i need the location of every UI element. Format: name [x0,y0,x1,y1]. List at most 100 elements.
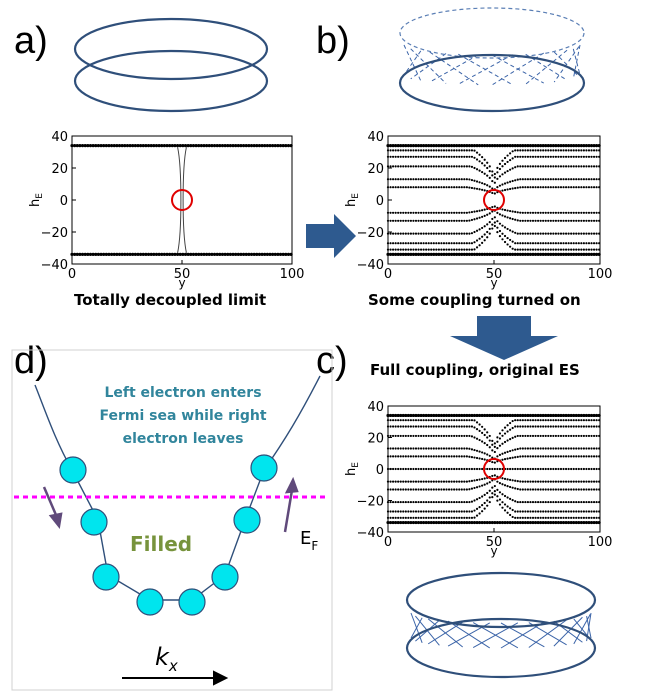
data-point [491,205,494,209]
data-point [432,434,435,438]
data-point [386,242,390,245]
data-point [570,211,573,214]
y-tick-label: 40 [367,400,384,415]
ring-full-coupling-icon [405,571,597,679]
data-point [501,493,504,496]
data-point [427,447,430,450]
data-point [419,155,423,158]
data-point [554,232,558,235]
data-point [483,214,486,217]
data-point [394,165,397,168]
y-axis-label: hE [28,193,45,207]
data-point [149,252,153,256]
data-point [144,252,148,256]
data-point [437,510,440,513]
data-point [94,144,98,148]
data-point [462,252,466,256]
data-point [465,510,468,513]
data-point [463,165,466,168]
data-point [511,217,514,221]
data-point [80,252,85,256]
data-point [559,155,563,158]
data-point [458,165,461,168]
data-point [572,434,575,438]
data-point [117,144,122,148]
data-point [595,252,599,256]
y-tick-label: 40 [367,130,384,145]
data-point [473,149,476,152]
data-point [564,242,568,245]
data-point [557,149,560,152]
data-point [488,500,491,504]
data-point [435,242,438,245]
data-point [570,419,573,422]
data-point [549,248,552,251]
data-point [481,451,484,454]
data-point [592,144,596,148]
data-point [590,447,593,450]
data-point [562,211,565,214]
data-point [567,434,570,438]
data-point [417,467,420,471]
data-point [481,431,484,434]
data-point [407,248,410,251]
data-point [523,252,527,256]
data-point [496,480,499,483]
data-point [425,219,428,222]
data-point [468,242,471,245]
data-point [289,144,293,148]
data-point [534,211,537,214]
data-point [406,252,410,256]
data-point [529,186,532,189]
data-point [577,155,580,158]
x-tick-label: 0 [384,535,392,550]
data-point [569,252,573,256]
data-point [567,186,570,189]
data-point [404,144,408,148]
data-point [559,252,563,256]
data-point [516,252,520,256]
data-point [458,425,461,428]
data-point [202,252,206,256]
y-tick-label: −40 [357,258,384,273]
data-point [399,467,402,471]
data-point [123,144,127,148]
band-series [386,484,601,504]
data-point [394,516,397,519]
data-point [547,211,550,214]
data-point [402,149,405,152]
data-point [414,165,418,168]
data-point [386,219,390,222]
data-point [587,520,591,525]
data-point [486,174,489,177]
data-point [557,467,560,471]
data-point [406,520,410,525]
data-point [223,144,227,148]
data-point [102,252,106,256]
data-point [465,186,468,189]
data-point [419,144,423,148]
data-point [468,232,471,235]
data-point [389,219,392,222]
data-point [437,232,440,235]
data-point [559,510,563,513]
data-point [587,155,591,158]
data-point [559,413,563,418]
data-point [481,495,484,498]
data-point [511,449,514,452]
data-point [407,488,410,491]
data-point [595,165,598,168]
data-point [439,520,444,525]
data-point [534,248,537,251]
data-point [404,178,407,181]
data-point [437,447,440,450]
data-point [407,219,410,222]
data-point [450,480,453,483]
data-point [493,216,496,219]
data-point [526,252,530,256]
data-point [526,232,530,235]
data-point [125,252,130,256]
data-point [491,191,494,195]
data-point [524,419,527,422]
